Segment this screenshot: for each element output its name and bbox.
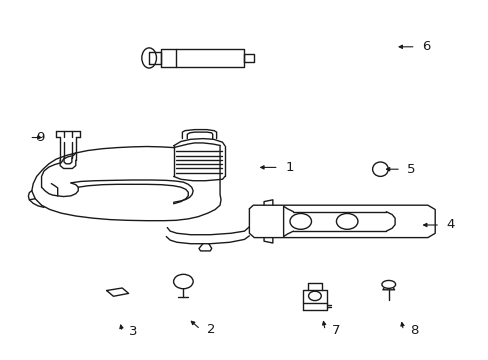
Text: 6: 6 <box>421 40 429 53</box>
Text: 5: 5 <box>407 163 415 176</box>
Text: 7: 7 <box>331 324 339 337</box>
Text: 9: 9 <box>36 131 44 144</box>
Text: 2: 2 <box>206 323 215 336</box>
Text: 1: 1 <box>285 161 293 174</box>
Text: 8: 8 <box>409 324 417 337</box>
Text: 4: 4 <box>446 219 454 231</box>
Text: 3: 3 <box>128 325 137 338</box>
